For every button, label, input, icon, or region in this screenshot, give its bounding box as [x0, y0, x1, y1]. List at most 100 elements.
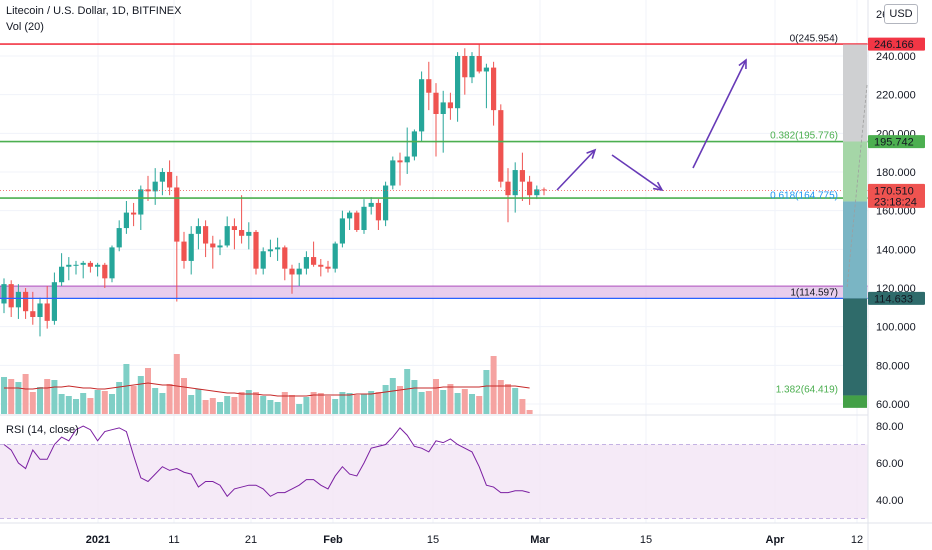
- currency-button[interactable]: USD: [884, 4, 918, 24]
- candle-body[interactable]: [59, 266, 65, 283]
- candlesticks[interactable]: [1, 44, 547, 337]
- arrow-down[interactable]: [611, 154, 663, 191]
- candle-body[interactable]: [109, 247, 115, 279]
- candle-body[interactable]: [462, 56, 468, 78]
- candle-body[interactable]: [152, 181, 158, 192]
- arrow-up-1[interactable]: [556, 149, 596, 191]
- candle-body[interactable]: [131, 212, 137, 215]
- time-tick-label: Mar: [530, 534, 550, 546]
- candle-body[interactable]: [181, 241, 187, 261]
- candle-body[interactable]: [534, 189, 540, 196]
- candle-body[interactable]: [375, 202, 381, 221]
- candle-body[interactable]: [440, 102, 446, 114]
- volume-bar: [173, 354, 180, 414]
- candle-body[interactable]: [361, 206, 367, 230]
- candle-body[interactable]: [275, 247, 281, 250]
- candle-body[interactable]: [95, 264, 101, 267]
- candle-body[interactable]: [1, 284, 7, 304]
- candle-body[interactable]: [30, 311, 36, 317]
- candle-body[interactable]: [231, 226, 237, 230]
- candle-body[interactable]: [203, 226, 209, 244]
- candle-body[interactable]: [66, 264, 72, 267]
- candle-body[interactable]: [174, 187, 180, 242]
- time-tick-label: Feb: [323, 534, 343, 546]
- candle-body[interactable]: [339, 218, 345, 244]
- candle-body[interactable]: [541, 189, 547, 191]
- candle-body[interactable]: [404, 156, 410, 163]
- candle-body[interactable]: [44, 303, 50, 321]
- candle-body[interactable]: [368, 202, 374, 207]
- volume-bar: [425, 391, 432, 414]
- candle-body[interactable]: [469, 56, 475, 78]
- candle-body[interactable]: [282, 247, 288, 269]
- candle-body[interactable]: [123, 212, 129, 229]
- candle-body[interactable]: [138, 189, 144, 215]
- candle-body[interactable]: [397, 160, 403, 163]
- candle-body[interactable]: [447, 102, 453, 109]
- candle-body[interactable]: [239, 230, 245, 236]
- candle-body[interactable]: [80, 262, 86, 265]
- candle-body[interactable]: [519, 170, 525, 182]
- candle-body[interactable]: [383, 185, 389, 221]
- candle-body[interactable]: [296, 268, 302, 275]
- candle-body[interactable]: [527, 181, 533, 196]
- candle-body[interactable]: [433, 92, 439, 114]
- candle-body[interactable]: [246, 231, 252, 236]
- symbol-title[interactable]: Litecoin / U.S. Dollar, 1D, BITFINEX: [6, 5, 182, 17]
- support-price-tag: 195.742: [874, 137, 914, 149]
- candle-body[interactable]: [37, 303, 43, 317]
- candle-body[interactable]: [311, 257, 317, 265]
- projection-arrows[interactable]: [556, 58, 747, 192]
- candle-body[interactable]: [419, 79, 425, 132]
- rsi-line: [3, 425, 530, 498]
- candle-body[interactable]: [23, 291, 29, 312]
- candle-body[interactable]: [51, 282, 57, 321]
- candle-body[interactable]: [411, 131, 417, 157]
- candle-body[interactable]: [354, 212, 360, 230]
- candle-body[interactable]: [347, 212, 353, 219]
- candle-body[interactable]: [260, 251, 266, 269]
- candle-body[interactable]: [318, 264, 324, 267]
- candle-body[interactable]: [455, 56, 461, 109]
- candle-body[interactable]: [8, 284, 14, 308]
- candle-body[interactable]: [116, 228, 122, 248]
- candle-body[interactable]: [159, 172, 165, 182]
- candle-body[interactable]: [498, 110, 504, 182]
- candle-body[interactable]: [483, 67, 489, 72]
- horizontal-levels[interactable]: [0, 43, 868, 299]
- candle-body[interactable]: [512, 170, 518, 196]
- volume-indicator-label[interactable]: Vol (20): [6, 21, 44, 33]
- volume-bar: [137, 376, 144, 414]
- candle-body[interactable]: [267, 249, 273, 252]
- rsi-indicator-label[interactable]: RSI (14, close): [6, 424, 79, 436]
- arrow-up-2[interactable]: [692, 59, 747, 169]
- candle-body[interactable]: [303, 257, 309, 269]
- candle-body[interactable]: [188, 233, 194, 261]
- candle-body[interactable]: [332, 243, 338, 269]
- candle-body[interactable]: [102, 264, 108, 279]
- volume-bar: [368, 391, 375, 414]
- candle-body[interactable]: [253, 231, 259, 269]
- time-axis[interactable]: 2021 11 21 Feb 15 Mar 15 Apr 12: [86, 534, 863, 546]
- candle-body[interactable]: [390, 160, 396, 186]
- candle-body[interactable]: [15, 291, 21, 308]
- candle-body[interactable]: [195, 226, 201, 234]
- rsi-tick-label: 80.00: [876, 421, 904, 433]
- candle-body[interactable]: [289, 268, 295, 275]
- candle-body[interactable]: [87, 262, 93, 267]
- candle-body[interactable]: [210, 243, 216, 248]
- candle-body[interactable]: [491, 67, 497, 111]
- volume-bar: [260, 396, 267, 414]
- candle-body[interactable]: [167, 172, 173, 188]
- volume-bar: [461, 389, 468, 414]
- volume-bar: [8, 379, 15, 414]
- candle-body[interactable]: [325, 266, 331, 269]
- candle-body[interactable]: [505, 181, 511, 196]
- candle-body[interactable]: [224, 226, 230, 246]
- candle-body[interactable]: [426, 79, 432, 93]
- candle-body[interactable]: [217, 245, 223, 248]
- candle-body[interactable]: [73, 264, 79, 266]
- candle-body[interactable]: [476, 56, 482, 72]
